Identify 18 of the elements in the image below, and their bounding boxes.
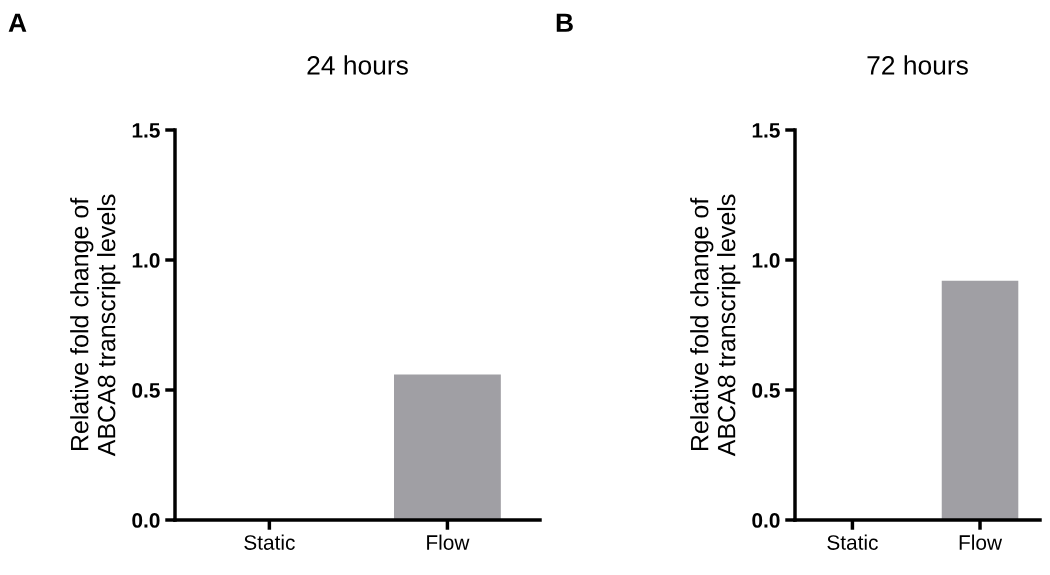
y-tick-label: 0.0 (752, 513, 780, 528)
y-tick-label: 0.0 (132, 513, 160, 528)
y-tick-label: 1.0 (752, 253, 780, 268)
x-tick-label: Flow (427, 534, 470, 550)
text: A (8, 13, 27, 32)
chart-title: 24 hours (307, 55, 408, 75)
y-tick-label: 0.5 (752, 383, 780, 398)
y-tick-label: 1.5 (752, 123, 780, 138)
chart-title: 72 hours (867, 55, 968, 75)
x-tick-label: Static (827, 534, 878, 550)
y-tick-label: 0.5 (132, 383, 160, 398)
y-tick-label: 1.5 (132, 123, 160, 138)
x-tick-label: Static (244, 534, 295, 550)
text: B (556, 13, 573, 32)
y-tick-label: 1.0 (132, 253, 160, 268)
y-axis-title: Relative fold change of ABCA8 transcript levels (690, 194, 741, 457)
y-axis-title: Relative fold change of ABCA8 transcript levels (70, 194, 121, 457)
x-tick-label: Flow (959, 534, 1003, 550)
